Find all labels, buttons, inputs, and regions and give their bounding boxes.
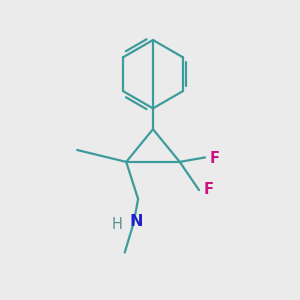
Text: F: F (210, 151, 220, 166)
Text: N: N (129, 214, 143, 230)
Text: F: F (204, 182, 214, 197)
Text: H: H (112, 217, 123, 232)
